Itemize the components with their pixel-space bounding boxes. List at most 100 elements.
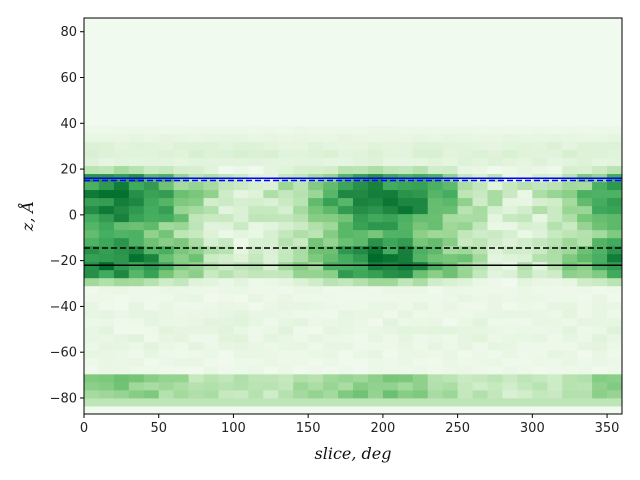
heatmap-cell [412, 325, 429, 335]
heatmap-cell [128, 245, 145, 255]
heatmap-cell [487, 18, 503, 22]
heatmap-cell [218, 69, 234, 78]
heatmap-cell [263, 85, 279, 94]
heatmap-cell [218, 61, 234, 70]
heatmap-cell [173, 117, 190, 126]
heatmap-cell [338, 181, 354, 191]
heatmap-cell [233, 389, 249, 399]
heatmap-cell [113, 261, 130, 271]
heatmap-cell [218, 277, 234, 287]
heatmap-cell [367, 301, 384, 311]
heatmap-cell [562, 109, 578, 118]
heatmap-cell [98, 317, 115, 327]
heatmap-cell [218, 133, 234, 143]
heatmap-cell [547, 349, 563, 359]
heatmap-cell [502, 325, 518, 335]
heatmap-cell [427, 381, 444, 391]
heatmap-cell [577, 29, 593, 38]
heatmap-cell [218, 18, 234, 22]
heatmap-cell [427, 85, 444, 94]
heatmap-cell [547, 165, 563, 175]
heatmap-cell [233, 261, 249, 271]
heatmap-cell [128, 37, 145, 46]
heatmap-cell [338, 397, 354, 407]
heatmap-cell [248, 197, 264, 207]
heatmap-cell [517, 45, 533, 54]
heatmap-cell [367, 333, 384, 343]
heatmap-cell [233, 245, 249, 255]
heatmap-cell [502, 269, 518, 279]
heatmap-cell [367, 157, 384, 167]
heatmap-cell [293, 373, 309, 383]
heatmap-cell [113, 109, 130, 118]
heatmap-cell [158, 101, 175, 110]
heatmap-cell [98, 365, 115, 375]
heatmap-cell [293, 293, 309, 303]
heatmap-cell [233, 69, 249, 78]
heatmap-cell [397, 197, 414, 207]
heatmap-cell [382, 69, 399, 78]
heatmap-cell [547, 29, 563, 38]
heatmap-cell [547, 21, 563, 30]
heatmap-cell [143, 181, 160, 191]
heatmap-cell [233, 141, 249, 151]
heatmap-cell [502, 61, 518, 70]
heatmap-cell [547, 341, 563, 351]
heatmap-cell [248, 133, 264, 143]
heatmap-cell [472, 69, 488, 78]
heatmap-cell [577, 277, 593, 287]
heatmap-cell [382, 301, 399, 311]
heatmap-cell [367, 293, 384, 303]
heatmap-cell [84, 269, 100, 279]
heatmap-cell [517, 181, 533, 191]
heatmap-cell [427, 21, 444, 30]
heatmap-cell [517, 69, 533, 78]
heatmap-cell [98, 349, 115, 359]
heatmap-cell [427, 37, 444, 46]
heatmap-cell [562, 221, 578, 231]
heatmap-cell [308, 125, 324, 134]
heatmap-cell [353, 29, 369, 38]
heatmap-cell [427, 357, 444, 367]
heatmap-cell [517, 253, 533, 263]
heatmap-cell [263, 189, 279, 199]
heatmap-cell [248, 397, 264, 407]
heatmap-cell [143, 269, 160, 279]
heatmap-cell [367, 141, 384, 151]
heatmap-cell [293, 317, 309, 327]
heatmap-cell [128, 45, 145, 54]
heatmap-cell [532, 245, 548, 255]
heatmap-cell [188, 221, 204, 231]
heatmap-cell [502, 221, 518, 231]
heatmap-cell [84, 245, 100, 255]
heatmap-cell [158, 45, 175, 54]
heatmap-cell [487, 317, 503, 327]
heatmap-cell [143, 157, 160, 167]
heatmap-cell [487, 269, 503, 279]
heatmap-cell [547, 181, 563, 191]
heatmap-cell [218, 285, 234, 295]
heatmap-cell [143, 309, 160, 319]
heatmap-cell [502, 101, 518, 110]
heatmap-cell [353, 117, 369, 126]
heatmap-cell [338, 357, 354, 367]
heatmap-cell [188, 133, 204, 143]
heatmap-cell [457, 37, 473, 46]
heatmap-cell [84, 373, 100, 383]
heatmap-cell [203, 189, 219, 199]
heatmap-cell [278, 213, 294, 223]
heatmap-cell [562, 37, 578, 46]
heatmap-cell [323, 365, 339, 375]
heatmap-cell [397, 397, 414, 407]
heatmap-cell [412, 141, 429, 151]
heatmap-cell [502, 45, 518, 54]
heatmap-cell [353, 77, 369, 86]
heatmap-cell [487, 221, 503, 231]
heatmap-cell [323, 381, 339, 391]
heatmap-cell [158, 349, 175, 359]
heatmap-cell [248, 245, 264, 255]
heatmap-cell [113, 133, 130, 143]
heatmap-cell [248, 157, 264, 167]
heatmap-cell [338, 157, 354, 167]
